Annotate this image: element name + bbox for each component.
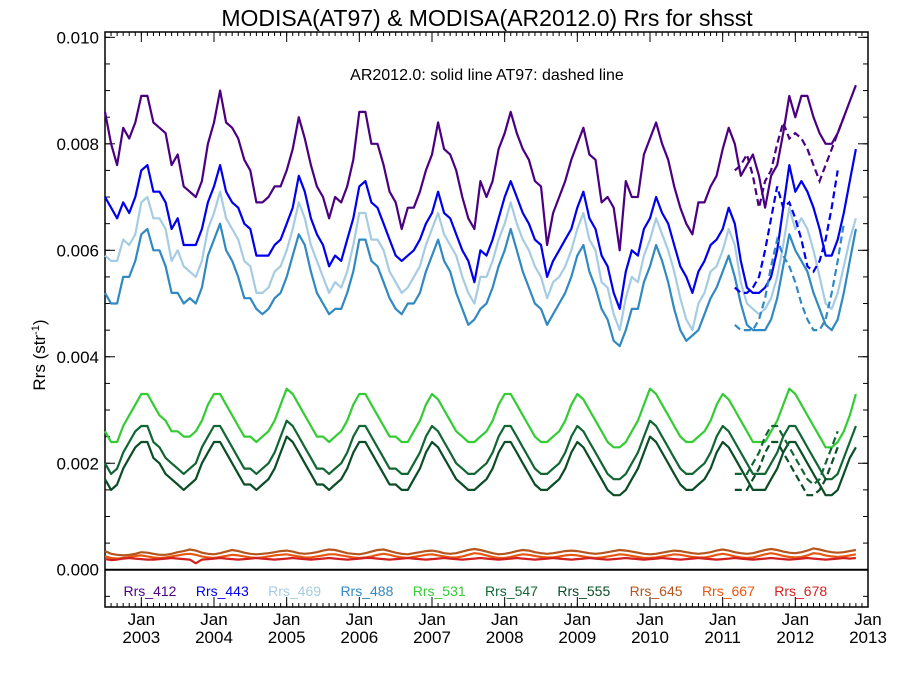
x-tick-label-year: 2005	[268, 628, 306, 647]
series-line-rrs-531	[104, 387, 857, 449]
x-tick-label-month: Jan	[273, 610, 300, 629]
x-tick-label-month: Jan	[346, 610, 373, 629]
dashed-series-line-rrs-555	[734, 440, 839, 497]
legend-entry: Rrs_531	[413, 583, 466, 599]
x-tick-label-year: 2009	[558, 628, 596, 647]
y-axis-label: Rrs (str-1)	[30, 319, 49, 390]
x-tick-label-year: 2008	[486, 628, 524, 647]
x-tick-label-month: Jan	[782, 610, 809, 629]
x-tick-label-month: Jan	[564, 610, 591, 629]
y-axis-label-main: Rrs (str	[30, 335, 49, 391]
y-tick-label: 0.008	[56, 135, 99, 154]
x-tick-label-month: Jan	[200, 610, 227, 629]
y-tick-label: 0.006	[56, 241, 99, 260]
x-tick-label-year: 2012	[776, 628, 814, 647]
plot-frame	[104, 31, 869, 608]
x-tick-label-year: 2013	[849, 628, 887, 647]
x-tick-label-year: 2004	[195, 628, 233, 647]
y-tick-label: 0.010	[56, 28, 99, 47]
dashed-series-line-rrs-412	[734, 116, 845, 208]
x-tick-label-month: Jan	[491, 610, 518, 629]
chart-annotation: AR2012.0: solid line AT97: dashed line	[350, 67, 624, 84]
series-line-rrs-547	[104, 419, 857, 481]
dashed-series-line-rrs-443	[734, 170, 839, 294]
legend-entry: Rrs_443	[196, 583, 249, 599]
x-tick-label-month: Jan	[128, 610, 155, 629]
series-line-rrs-469	[104, 190, 857, 332]
y-axis-label-end: )	[30, 319, 49, 325]
plot-area: 0.0000.0020.0040.0060.0080.010Jan2003Jan…	[56, 28, 886, 647]
dashed-series-line-rrs-488	[734, 223, 845, 332]
y-tick-label: 0.002	[56, 454, 99, 473]
x-tick-label-year: 2011	[704, 628, 741, 647]
legend-entry: Rrs_547	[485, 583, 538, 599]
legend-entry: Rrs_645	[630, 583, 683, 599]
legend-entry: Rrs_678	[774, 583, 827, 599]
series-line-rrs-412	[103, 84, 857, 252]
legend-entry: Rrs_667	[702, 583, 755, 599]
series-line-rrs-443	[104, 148, 857, 310]
x-tick-label-year: 2003	[122, 628, 160, 647]
series-line-rrs-555	[104, 435, 857, 497]
x-tick-label-year: 2006	[340, 628, 378, 647]
x-tick-label-month: Jan	[636, 610, 663, 629]
x-tick-label-year: 2007	[413, 628, 451, 647]
x-tick-label-month: Jan	[854, 610, 881, 629]
series-line-rrs-488	[104, 222, 857, 348]
legend-entry: Rrs_469	[268, 583, 321, 599]
y-tick-label: 0.004	[56, 348, 99, 367]
legend-entry: Rrs_488	[340, 583, 393, 599]
legend-entry: Rrs_412	[124, 583, 177, 599]
dashed-series-line-rrs-547	[734, 424, 839, 486]
series-line-rrs-645	[104, 547, 857, 557]
legend-entry: Rrs_555	[557, 583, 610, 599]
series-line-rrs-667	[104, 552, 857, 560]
chart-title: MODISA(AT97) & MODISA(AR2012.0) Rrs for …	[221, 5, 753, 31]
x-tick-label-month: Jan	[709, 610, 736, 629]
series-line-rrs-678	[104, 556, 857, 565]
y-axis-label-sup: -1	[30, 325, 42, 335]
y-tick-label: 0.000	[56, 561, 99, 580]
x-tick-label-month: Jan	[418, 610, 445, 629]
x-tick-label-year: 2010	[631, 628, 669, 647]
